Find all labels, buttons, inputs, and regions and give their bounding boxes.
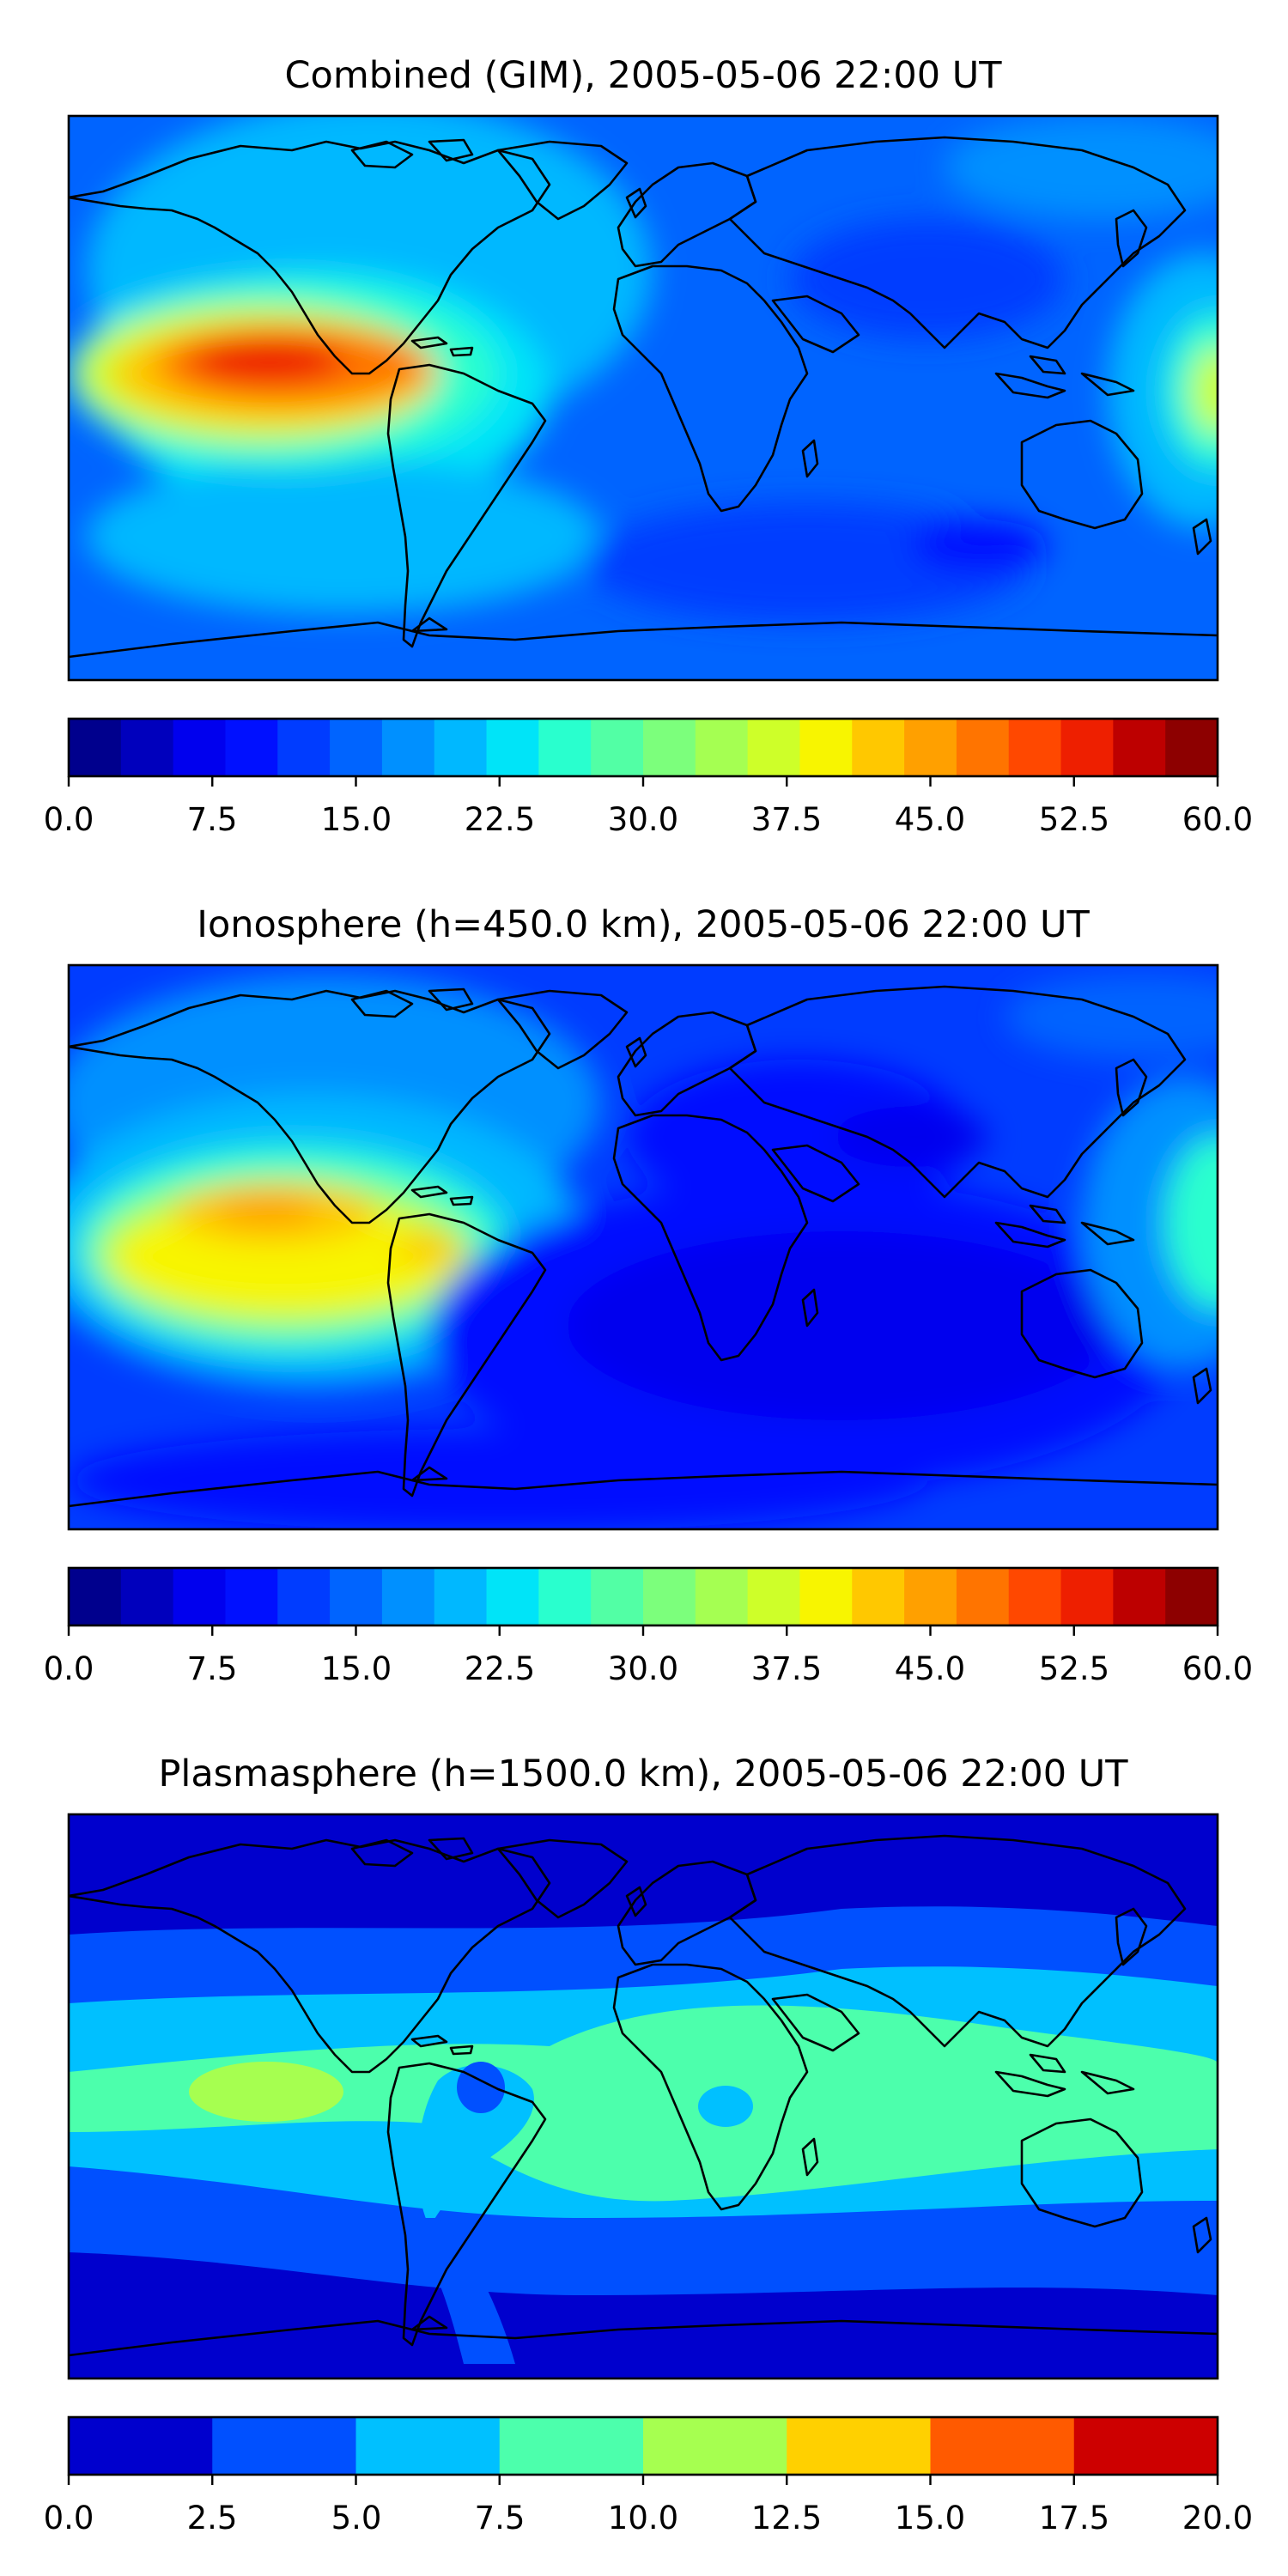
colorbar-segment — [643, 1568, 696, 1625]
colorbar — [69, 2417, 1218, 2475]
colorbar-ticks — [67, 1625, 1219, 1636]
colorbar-tick-label: 15.0 — [321, 1650, 392, 1687]
colorbar-segment — [852, 1568, 905, 1625]
colorbar-tick-label: 12.5 — [751, 2500, 822, 2537]
colorbar-segment — [904, 719, 957, 776]
panel-title: Ionosphere (h=450.0 km), 2005-05-06 22:0… — [197, 903, 1090, 946]
colorbar-tick-label: 52.5 — [1039, 801, 1109, 838]
colorbar-segment — [355, 2417, 501, 2475]
colorbar-segment — [1113, 719, 1166, 776]
colorbar-tick-label: 60.0 — [1182, 1650, 1253, 1687]
colorbar-segment — [695, 719, 749, 776]
colorbar-segment — [591, 719, 644, 776]
colorbar-tick-label: 20.0 — [1182, 2500, 1253, 2537]
colorbar-segment — [330, 719, 383, 776]
panel-combined: Combined (GIM), 2005-05-06 22:00 UT — [44, 54, 1254, 838]
colorbar-segment — [538, 719, 592, 776]
colorbar-segment — [787, 2417, 932, 2475]
colorbar-segment — [1008, 1568, 1062, 1625]
colorbar-tick-label: 10.0 — [608, 2500, 678, 2537]
colorbar-segment — [381, 719, 435, 776]
colorbar-segment — [69, 719, 122, 776]
colorbar-ticks — [67, 776, 1219, 787]
colorbar-tick-label: 60.0 — [1182, 801, 1253, 838]
colorbar — [69, 1568, 1218, 1625]
colorbar-tick-label: 52.5 — [1039, 1650, 1109, 1687]
panel-plasmasphere: Plasmasphere (h=1500.0 km), 2005-05-06 2… — [44, 1753, 1254, 2537]
colorbar-segment — [695, 1568, 749, 1625]
colorbar-tick-label: 7.5 — [187, 1650, 238, 1687]
colorbar-tick-label: 2.5 — [187, 2500, 238, 2537]
colorbar-tick-label: 17.5 — [1039, 2500, 1109, 2537]
colorbar-tick-label: 5.0 — [331, 2500, 382, 2537]
map-field — [69, 116, 1218, 680]
map-field — [69, 965, 1218, 1529]
colorbar-segment — [1060, 719, 1114, 776]
colorbar-segment — [852, 719, 905, 776]
panel-ionosphere: Ionosphere (h=450.0 km), 2005-05-06 22:0… — [44, 903, 1254, 1687]
colorbar-segment — [69, 1568, 122, 1625]
colorbar-segment — [173, 719, 227, 776]
colorbar-ticks — [67, 2475, 1219, 2485]
colorbar-segment — [486, 719, 539, 776]
colorbar-segment — [591, 1568, 644, 1625]
colorbar-segment — [434, 719, 488, 776]
colorbar-tick-label: 37.5 — [751, 1650, 822, 1687]
colorbar-segment — [225, 719, 278, 776]
panel-title: Plasmasphere (h=1500.0 km), 2005-05-06 2… — [158, 1753, 1128, 1795]
colorbar-segment — [330, 1568, 383, 1625]
colorbar-tick-label: 0.0 — [44, 2500, 94, 2537]
colorbar-tick-label: 37.5 — [751, 801, 822, 838]
colorbar-segment — [1008, 719, 1062, 776]
colorbar-tick-label: 0.0 — [44, 801, 94, 838]
colorbar-tick-label: 7.5 — [187, 801, 238, 838]
colorbar-segment — [225, 1568, 278, 1625]
colorbar-segment — [499, 2417, 644, 2475]
colorbar-segment — [277, 1568, 331, 1625]
colorbar-segment — [1060, 1568, 1114, 1625]
colorbar-segment — [212, 2417, 357, 2475]
colorbar-segment — [538, 1568, 592, 1625]
colorbar-segment — [747, 719, 801, 776]
colorbar-tick-label: 22.5 — [465, 801, 535, 838]
colorbar-segment — [747, 1568, 801, 1625]
colorbar-tick-label: 45.0 — [895, 801, 965, 838]
colorbar-tick-label: 15.0 — [321, 801, 392, 838]
panel-title: Combined (GIM), 2005-05-06 22:00 UT — [284, 54, 1002, 97]
colorbar-tick-label: 22.5 — [465, 1650, 535, 1687]
colorbar-segment — [956, 1568, 1010, 1625]
colorbar-segment — [69, 2417, 213, 2475]
colorbar-segment — [277, 719, 331, 776]
colorbar-segment — [173, 1568, 227, 1625]
colorbar-tick-label: 30.0 — [608, 1650, 678, 1687]
colorbar-segment — [799, 1568, 853, 1625]
colorbar-segment — [1113, 1568, 1166, 1625]
colorbar-tick-label: 7.5 — [475, 2500, 526, 2537]
colorbar-tick-label: 15.0 — [895, 2500, 965, 2537]
colorbar-segment — [381, 1568, 435, 1625]
colorbar-segment — [956, 719, 1010, 776]
colorbar-segment — [799, 719, 853, 776]
colorbar-segment — [1073, 2417, 1218, 2475]
colorbar-tick-label: 30.0 — [608, 801, 678, 838]
colorbar-segment — [930, 2417, 1075, 2475]
colorbar-segment — [1165, 719, 1218, 776]
colorbar-segment — [486, 1568, 539, 1625]
colorbar — [69, 719, 1218, 776]
colorbar-segment — [643, 2417, 787, 2475]
colorbar-segment — [120, 1568, 174, 1625]
map-field — [69, 1814, 1218, 2379]
colorbar-segment — [643, 719, 696, 776]
colorbar-segment — [120, 719, 174, 776]
colorbar-segment — [1165, 1568, 1218, 1625]
colorbar-tick-label: 45.0 — [895, 1650, 965, 1687]
colorbar-segment — [904, 1568, 957, 1625]
colorbar-segment — [434, 1568, 488, 1625]
colorbar-tick-label: 0.0 — [44, 1650, 94, 1687]
